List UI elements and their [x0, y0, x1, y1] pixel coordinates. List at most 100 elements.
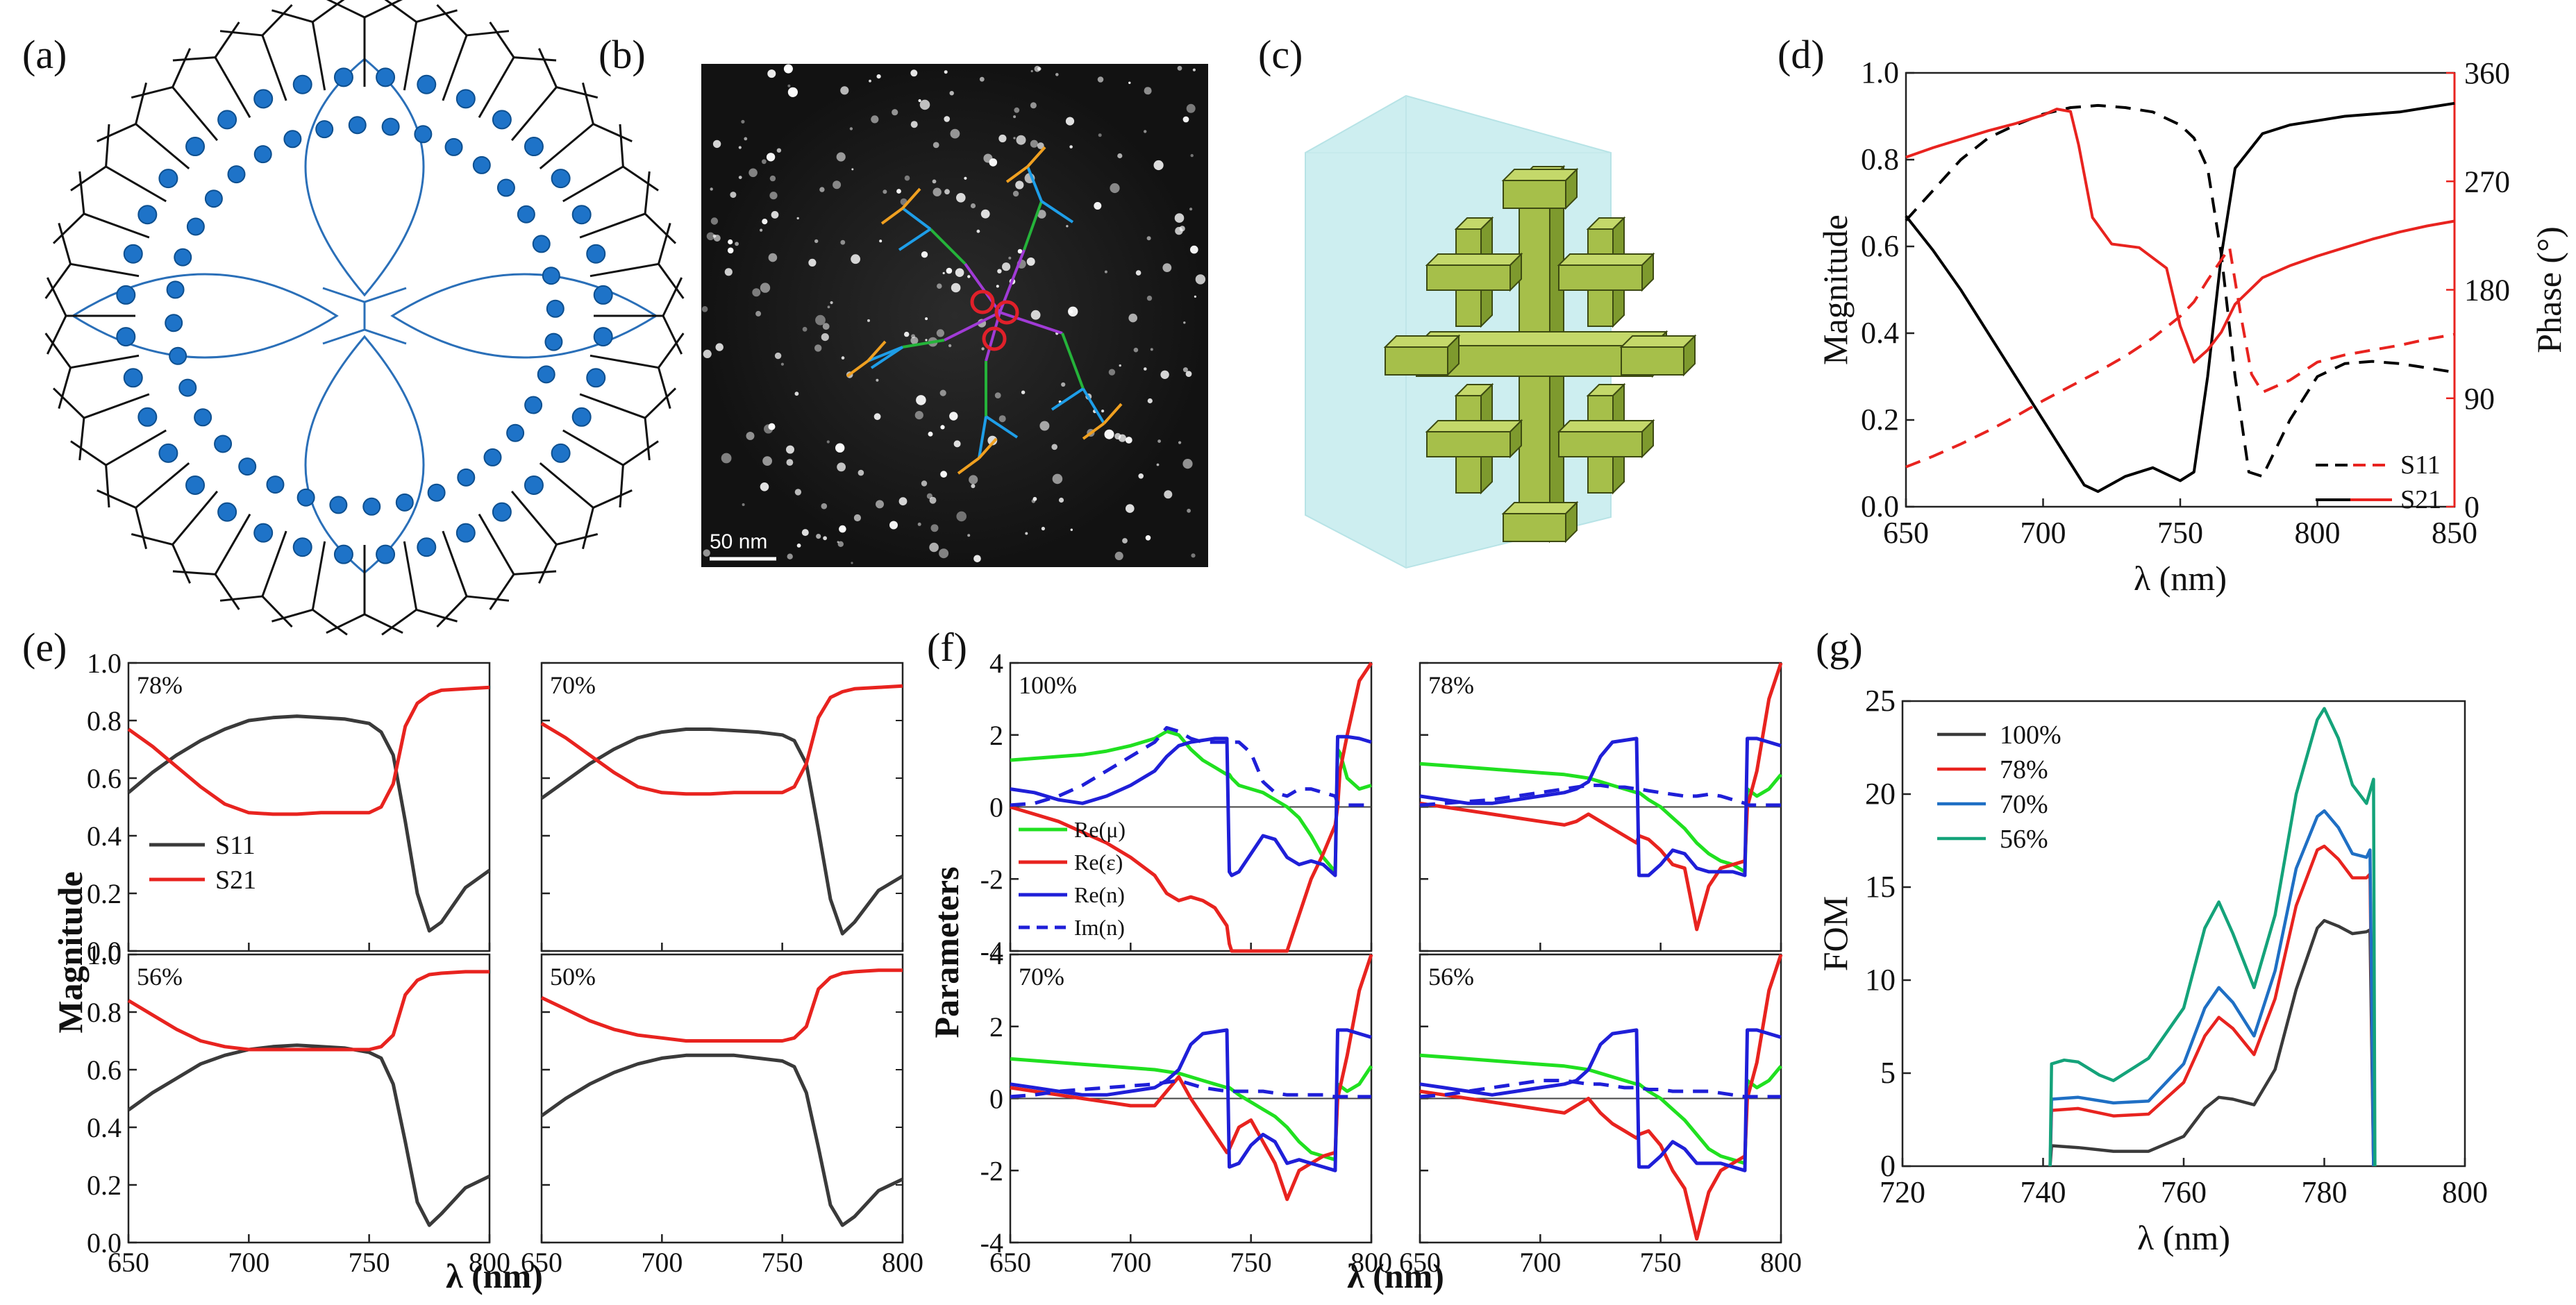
dendrite-branch	[510, 86, 558, 142]
particle	[967, 534, 971, 537]
x-tick-label: 750	[762, 1247, 803, 1278]
particle	[910, 337, 919, 344]
x-tick-label: 800	[882, 1247, 923, 1278]
particle	[1039, 421, 1050, 431]
particle	[932, 187, 942, 196]
particle	[1126, 504, 1135, 513]
silver-particle	[204, 190, 223, 208]
silver-particle	[137, 407, 158, 427]
particle	[932, 142, 939, 149]
particle	[976, 229, 980, 233]
silver-particle	[492, 110, 512, 130]
silver-particle	[551, 169, 571, 189]
silver-particle	[544, 332, 563, 351]
particle	[1183, 321, 1186, 324]
particle	[814, 239, 819, 244]
particle	[1052, 473, 1063, 485]
particle	[1145, 535, 1151, 541]
particle	[1182, 459, 1193, 469]
center-marker	[982, 326, 1007, 351]
particle	[876, 74, 881, 79]
particle	[1195, 274, 1206, 285]
particle	[830, 301, 833, 305]
dendrite-twig	[381, 609, 417, 636]
subplot-label: 78%	[137, 671, 183, 699]
particle	[814, 344, 822, 352]
particle	[1118, 434, 1126, 442]
branch-tertiary	[901, 207, 932, 230]
particle	[896, 189, 901, 194]
x-axis-title: λ (nm)	[446, 1256, 543, 1295]
plot-frame	[540, 662, 904, 952]
particle	[1032, 496, 1037, 501]
legend-label: 78%	[2000, 755, 2048, 784]
particle	[1034, 65, 1041, 72]
particle	[876, 500, 884, 509]
particle	[721, 453, 732, 464]
particle	[967, 275, 971, 278]
silver-particle	[376, 544, 396, 564]
x-tick-label: 800	[1760, 1247, 1802, 1278]
particle	[1156, 463, 1160, 466]
legend-label: 100%	[2000, 721, 2061, 750]
dendrite-twig	[78, 417, 85, 461]
particle	[998, 134, 1007, 143]
dendrite-twig	[466, 30, 510, 37]
block-front	[1426, 264, 1511, 291]
subplot-70%: 70%	[540, 662, 904, 952]
particle	[1117, 153, 1123, 159]
silver-particle	[123, 244, 143, 264]
panel-label-f: (f)	[927, 625, 967, 670]
dendrite-branch	[579, 212, 646, 239]
block-front	[1426, 431, 1511, 457]
y2-tick-label: 270	[2464, 165, 2510, 199]
silver-particle	[315, 120, 334, 139]
branch-tertiary	[1082, 387, 1105, 425]
dendrite-twig	[131, 86, 173, 99]
silver-particle	[185, 475, 206, 495]
chart-f: -4 -2 0 2 4 100% 78% 650 700 750 800 -4 -2 0 2 4 70% 650 7…	[927, 648, 1802, 1295]
y-tick-label: 0.0	[87, 936, 122, 967]
particle	[1013, 115, 1017, 119]
x-axis-title: λ (nm)	[2134, 559, 2227, 598]
dendrite-twig	[172, 570, 216, 575]
dendrite-branch	[579, 393, 646, 419]
particle	[768, 253, 778, 262]
x-tick-label: 700	[1110, 1247, 1151, 1278]
dendrite-twig	[172, 48, 191, 88]
particle	[728, 239, 733, 245]
x-tick-label: 650	[989, 1247, 1031, 1278]
subplot-label: 56%	[1428, 963, 1474, 991]
branch-secondary	[1023, 201, 1043, 251]
particle	[1055, 73, 1059, 76]
y-tick-label: 0.2	[1861, 403, 1899, 437]
particle	[839, 525, 846, 533]
particle	[837, 462, 846, 472]
dendrite-branch	[478, 56, 515, 118]
legend-label: Re(ε)	[1074, 850, 1123, 875]
particle	[1146, 236, 1151, 241]
silver-particle	[417, 74, 437, 94]
particle	[703, 349, 712, 358]
dendrite-twig	[592, 489, 633, 509]
dendrite-branch	[442, 35, 468, 101]
subplot-50%: 650 700 750 800 50%	[521, 953, 923, 1278]
subplot-78%: 0.0 0.2 0.4 0.6 0.8 1.0 78%	[87, 648, 491, 967]
particle	[944, 116, 950, 122]
silver-particle	[455, 89, 476, 109]
particle	[956, 193, 966, 203]
particle	[1037, 210, 1046, 219]
particle	[1128, 81, 1131, 85]
particle	[1178, 441, 1182, 444]
particle	[1144, 130, 1147, 133]
particle	[1147, 398, 1153, 404]
dendrite-branch	[172, 86, 219, 142]
dendrite-twig	[416, 609, 458, 623]
particle	[853, 514, 861, 522]
particle	[815, 314, 826, 326]
y-tick-label: 0.0	[87, 1227, 122, 1258]
y2-tick-label: 180	[2464, 273, 2510, 308]
particle	[1037, 142, 1044, 149]
silver-particle	[593, 285, 613, 305]
plot-frame	[127, 662, 491, 952]
